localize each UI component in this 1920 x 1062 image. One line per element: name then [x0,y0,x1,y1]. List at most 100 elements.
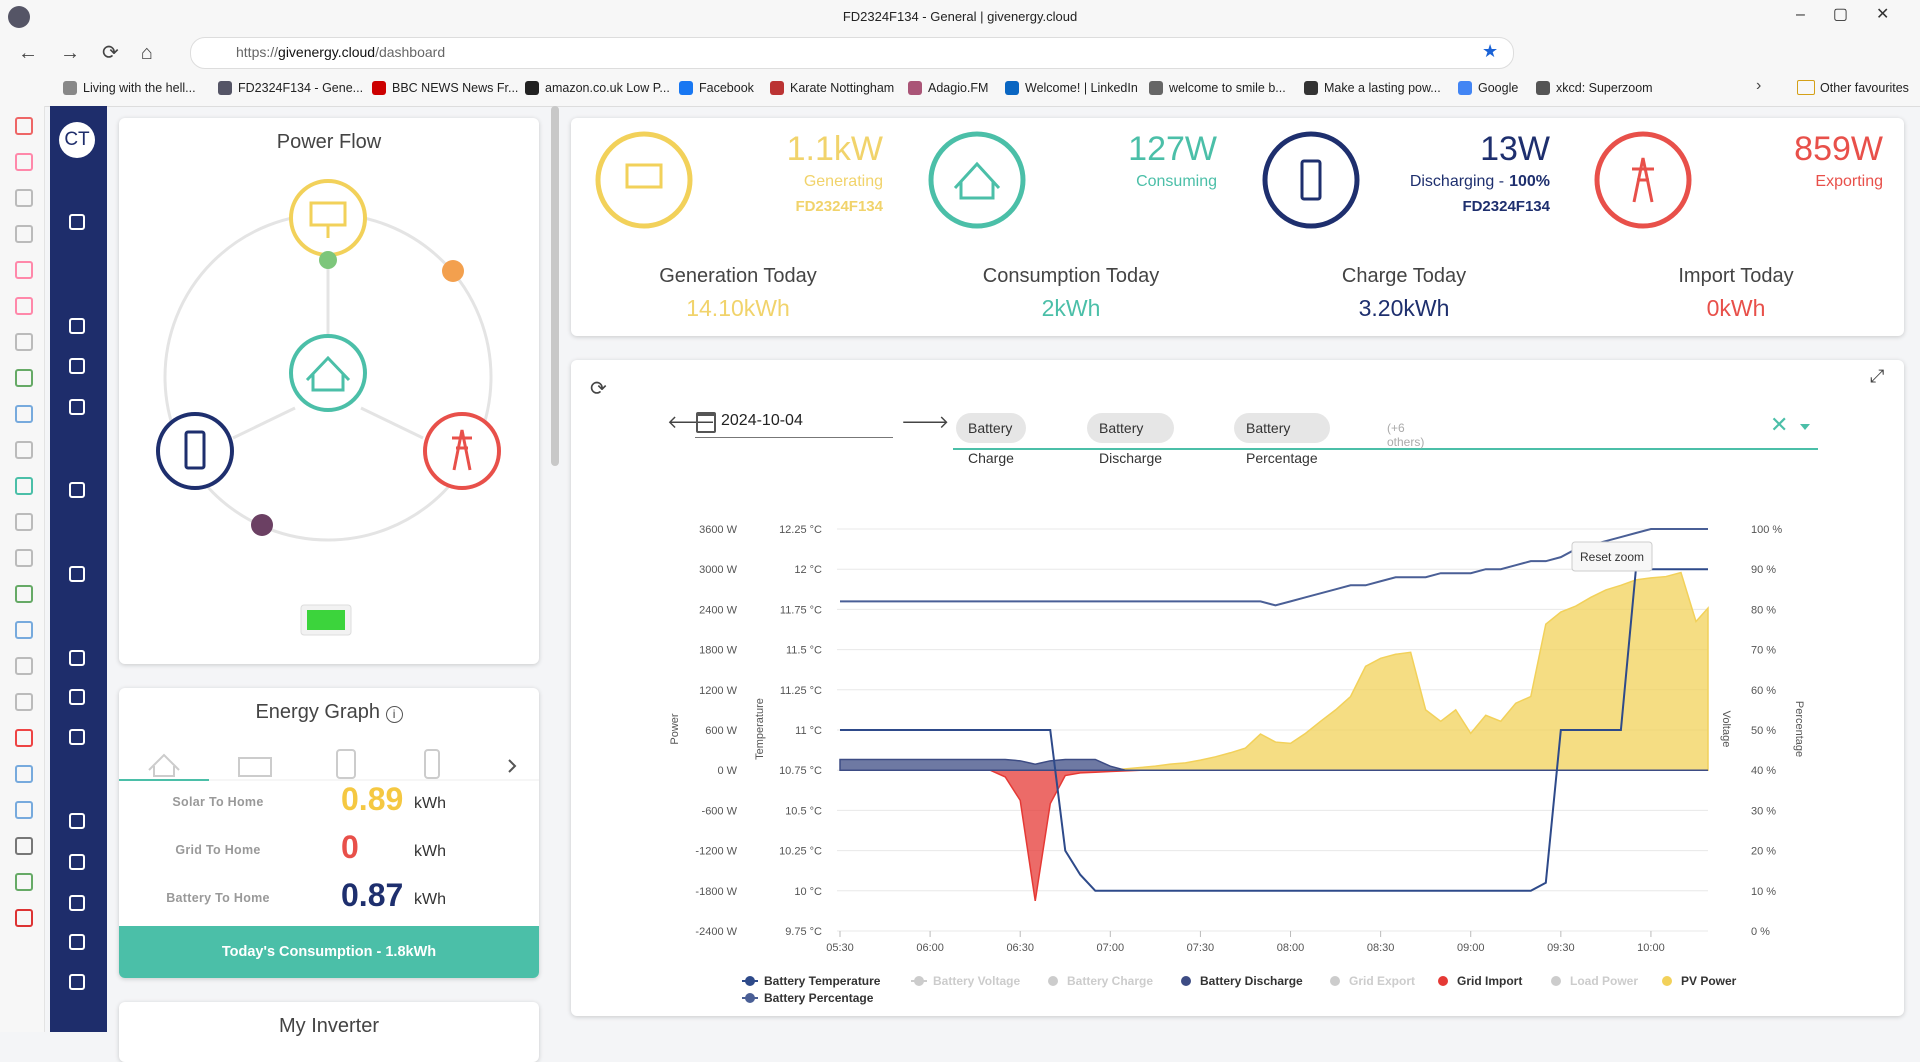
legend-entry[interactable]: Battery Discharge [1200,974,1303,988]
window-controls[interactable]: –▢✕ [1796,6,1918,23]
bookmark[interactable]: Karate Nottingham [790,81,895,95]
sidebar-app[interactable] [15,189,33,207]
sidebar-app[interactable] [15,513,33,531]
nav-icon[interactable] [69,854,85,870]
refresh-button[interactable]: ⟳ [590,378,607,400]
bookmark[interactable]: amazon.co.uk Low P... [545,81,670,95]
info-icon[interactable]: i [385,706,403,723]
home-node[interactable] [289,334,367,412]
bookmark[interactable]: Make a lasting pow... [1324,81,1441,95]
sidebar-app[interactable] [15,261,33,279]
date-picker[interactable] [695,409,893,438]
nav-icon[interactable] [69,689,85,705]
favorite-star[interactable]: ★ [1482,41,1499,61]
sidebar-app[interactable] [15,549,33,567]
sidebar-app[interactable] [15,765,33,783]
bookmark[interactable]: Welcome! | LinkedIn [1025,81,1138,95]
sidebar-app[interactable] [15,477,33,495]
tab-icon[interactable] [238,757,272,777]
sidebar-app[interactable] [15,693,33,711]
next-day[interactable]: 🡒 [901,412,950,432]
legend-entry[interactable]: PV Power [1681,974,1737,988]
nav-icon[interactable] [69,895,85,911]
profile-icon[interactable] [8,6,30,28]
bookmark[interactable]: FD2324F134 - Gene... [238,81,364,95]
x-tick-label: 06:30 [1006,942,1034,954]
reset-zoom-button[interactable] [1571,541,1653,572]
y-tick-label: 11.25 °C [780,685,822,697]
series-select[interactable] [953,410,1818,450]
nav-icon[interactable] [69,399,85,415]
sidebar-app[interactable] [15,369,33,387]
axis-label: Voltage [1720,711,1732,748]
nav-icon[interactable] [69,358,85,374]
sidebar-app[interactable] [15,873,33,891]
legend-entry[interactable]: Battery Voltage [933,974,1020,988]
y-tick-label: 30 % [1751,805,1776,817]
bookmark[interactable]: Adagio.FM [928,81,989,95]
grid-node[interactable] [423,412,501,490]
nav-buttons[interactable]: ←→⟳⌂ [18,42,175,64]
consumption-footer[interactable]: Today's Consumption - 1.8kWh [119,926,539,978]
legend-entry[interactable]: Battery Percentage [764,991,874,1005]
legend-entry[interactable]: Load Power [1570,974,1638,988]
legend-entry[interactable]: Battery Charge [1067,974,1153,988]
sidebar-app[interactable] [15,621,33,639]
bookmark[interactable]: BBC NEWS News Fr... [392,81,519,95]
nav-icon[interactable] [69,729,85,745]
clear-select[interactable]: ✕ [1770,412,1789,437]
sidebar-app[interactable] [15,117,33,135]
sidebar-app[interactable] [15,837,33,855]
legend-entry[interactable]: Grid Export [1349,974,1415,988]
sidebar-app[interactable] [15,405,33,423]
sidebar-app[interactable] [15,153,33,171]
reset-zoom-label[interactable]: Reset zoom [1580,550,1644,564]
sidebar-app[interactable] [15,441,33,459]
sidebar-app[interactable] [15,297,33,315]
bookmark-icon [218,81,232,95]
scrollbar[interactable] [551,106,559,466]
bookmark[interactable]: xkcd: Superzoom [1556,81,1653,95]
live-value: 13W [1480,130,1550,168]
axis-label: Temperature [754,698,766,760]
sidebar-app[interactable] [15,729,33,747]
sidebar-app[interactable] [15,657,33,675]
address-bar[interactable] [190,37,1514,69]
tab-icon[interactable] [424,749,440,779]
chip[interactable]: Battery Charge [956,413,1026,466]
nav-icon[interactable] [69,482,85,498]
chip[interactable]: Battery Percentage [1234,413,1330,466]
legend-entry[interactable]: Grid Import [1457,974,1522,988]
bookmark[interactable]: Living with the hell... [83,81,196,95]
nav-icon[interactable] [69,650,85,666]
avatar[interactable]: CT [59,122,95,158]
nav-icon[interactable] [69,934,85,950]
bookmark[interactable]: welcome to smile b... [1169,81,1286,95]
nav-icon[interactable] [69,566,85,582]
bookmarks-more[interactable]: › [1756,77,1762,94]
select-caret[interactable] [1800,424,1810,430]
nav-icon[interactable] [69,813,85,829]
nav-icon[interactable] [69,318,85,334]
tab-icon[interactable] [148,753,180,777]
sidebar-app[interactable] [15,585,33,603]
sidebar-app[interactable] [15,909,33,927]
other-favourites[interactable]: Other favourites [1820,81,1909,95]
tab-icon[interactable] [336,749,356,779]
url-scheme: https:// [236,44,279,60]
prev-day[interactable]: 🡐 [667,412,716,432]
chip[interactable]: Battery Discharge [1087,413,1175,466]
bookmark[interactable]: Google [1478,81,1519,95]
bookmark[interactable]: Facebook [699,81,754,95]
calendar-icon [696,412,716,433]
legend-entry[interactable]: Battery Temperature [764,974,881,988]
sidebar-app[interactable] [15,333,33,351]
bookmark-icon [770,81,784,95]
battery-node[interactable] [156,412,234,490]
sidebar-app[interactable] [15,225,33,243]
nav-icon[interactable] [69,974,85,990]
fullscreen-button[interactable]: ⤢ [1870,366,1885,386]
tab-next[interactable] [508,759,517,773]
nav-icon[interactable] [69,214,85,230]
sidebar-app[interactable] [15,801,33,819]
